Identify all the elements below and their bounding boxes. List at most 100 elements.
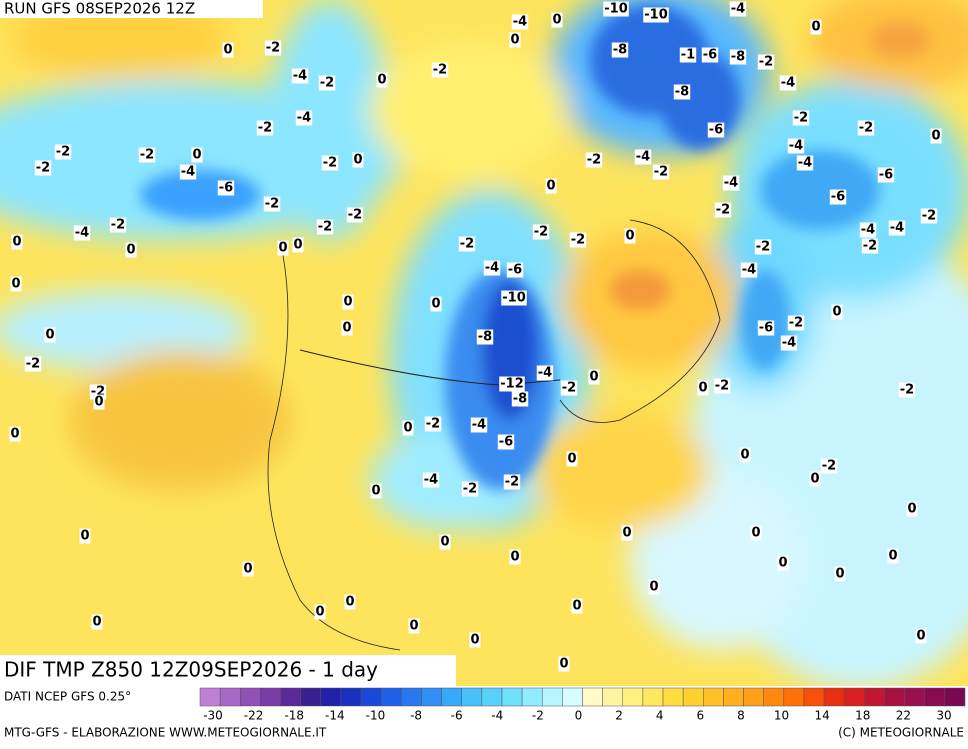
contour-label: -2 <box>318 220 332 235</box>
contour-label: 0 <box>377 73 386 88</box>
contour-label-bg <box>740 262 758 278</box>
contour-label-bg <box>217 180 235 196</box>
contour-label: 0 <box>92 615 101 630</box>
contour-label-bg <box>787 315 805 331</box>
contour-label: -4 <box>181 165 195 180</box>
contour-label: -4 <box>782 336 796 351</box>
contour-label-bg <box>422 472 440 488</box>
colorbar-swatch <box>260 687 281 707</box>
colorbar: -30 -22 -18 -14 -10 -8 -6 -4 -2 0 2 4 6 8 10 14 18 22 30 <box>199 687 966 723</box>
colorbar-label: 22 <box>896 709 911 723</box>
colorbar-swatch <box>723 687 744 707</box>
colorbar-swatch <box>300 687 322 707</box>
contour-label: -2 <box>348 208 362 223</box>
colorbar-swatch <box>521 687 543 707</box>
colorbar-label: 8 <box>737 709 745 723</box>
colorbar-swatch <box>240 687 261 707</box>
contour-label: -4 <box>424 473 438 488</box>
contour-label: 0 <box>510 550 519 565</box>
colorbar-swatch <box>803 687 825 707</box>
contour-label-bg <box>125 242 137 258</box>
contour-label: 0 <box>342 321 351 336</box>
contour-label-bg <box>569 232 587 248</box>
contour-label: -2 <box>258 121 272 136</box>
colorbar-label: 10 <box>774 709 789 723</box>
contour-label: 0 <box>403 421 412 436</box>
colorbar-swatch <box>904 687 925 707</box>
colorbar-swatch <box>783 687 805 707</box>
contour-label-bg <box>316 219 334 235</box>
colorbar-swatch <box>360 687 382 707</box>
contour-label: -4 <box>724 176 738 191</box>
contour-label-bg <box>857 120 875 136</box>
contour-label-bg <box>906 501 918 517</box>
contour-label: 0 <box>698 381 707 396</box>
colorbar-swatch <box>541 687 563 707</box>
contour-label: -2 <box>505 475 519 490</box>
contour-label: -1 <box>681 48 695 63</box>
colorbar-swatch <box>562 687 583 707</box>
contour-label: -2 <box>756 240 770 255</box>
contour-label-bg <box>545 178 557 194</box>
contour-label-bg <box>777 555 789 571</box>
contour-label: 0 <box>371 484 380 499</box>
contour-label: 0 <box>45 328 54 343</box>
colorbar-label: -22 <box>244 709 264 723</box>
colorbar-label: 2 <box>615 709 623 723</box>
colorbar-swatch <box>199 687 221 707</box>
footer-right: (C) METEOGIORNALE <box>838 726 964 740</box>
colorbar-label: -14 <box>325 709 345 723</box>
contour-label-bg <box>318 75 336 91</box>
contour-label: -8 <box>478 330 492 345</box>
contour-label-bg <box>796 155 814 171</box>
contour-label: 0 <box>223 43 232 58</box>
coastline <box>559 219 721 423</box>
contour-label-bg <box>503 474 521 490</box>
colorbar-swatch <box>642 687 664 707</box>
contour-label: 0 <box>778 556 787 571</box>
contour-label: 0 <box>409 619 418 634</box>
contour-label: 0 <box>192 148 201 163</box>
colorbar-swatch <box>441 687 462 707</box>
contour-label-bg <box>701 47 719 63</box>
contour-label: -10 <box>502 291 526 306</box>
contour-label-bg <box>566 451 578 467</box>
contour-label-bg <box>483 260 501 276</box>
contour-label: -2 <box>922 209 936 224</box>
contour-label: 0 <box>10 427 19 442</box>
map-title: DIF TMP Z850 12Z09SEP2026 - 1 day <box>4 658 378 682</box>
colorbar-label: -10 <box>366 709 386 723</box>
contour-label-bg <box>829 189 847 205</box>
contour-label-bg <box>256 120 274 136</box>
contour-label-bg <box>292 237 304 253</box>
contour-label-bg <box>11 234 23 250</box>
contour-label-bg <box>314 604 326 620</box>
contour-label-bg <box>787 138 805 154</box>
contour-label: -4 <box>890 221 904 236</box>
contour-label: -4 <box>293 69 307 84</box>
contour-label-bg <box>469 632 481 648</box>
contour-label-bg <box>295 110 313 126</box>
contour-label: 0 <box>552 13 561 28</box>
colorbar-swatch <box>582 687 603 707</box>
contour-label-bg <box>277 240 289 256</box>
contour-label-bg <box>888 220 906 236</box>
colorbar-label: 0 <box>575 709 583 723</box>
contour-label: -2 <box>323 156 337 171</box>
contour-label: -4 <box>485 261 499 276</box>
contour-label-bg <box>920 208 938 224</box>
contour-label-bg <box>54 144 72 160</box>
contour-label: 0 <box>811 20 820 35</box>
contour-label-bg <box>861 238 879 254</box>
contour-label: -2 <box>789 316 803 331</box>
contour-label: -4 <box>861 223 875 238</box>
contour-label: -6 <box>219 181 233 196</box>
colorbar-swatch <box>924 687 946 707</box>
contour-label-bg <box>779 75 797 91</box>
contour-label-bg <box>424 416 442 432</box>
contour-label: -6 <box>508 263 522 278</box>
contour-label: 0 <box>431 297 440 312</box>
contour-label-bg <box>509 32 521 48</box>
contour-label-bg <box>603 1 629 17</box>
